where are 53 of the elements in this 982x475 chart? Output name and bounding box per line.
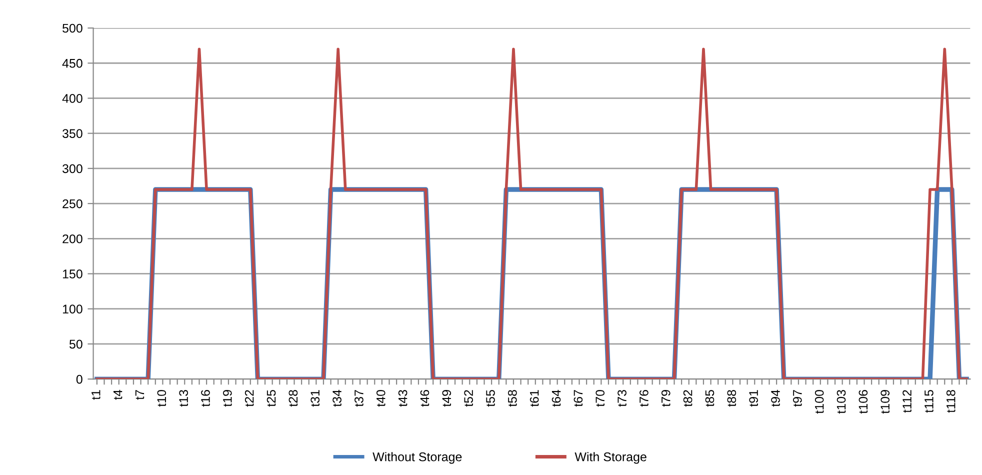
x-tick-label: t1 <box>92 390 100 400</box>
x-tick-label: t118 <box>946 390 956 413</box>
x-tick-label: t58 <box>508 390 517 407</box>
x-tick-label: t73 <box>618 390 626 407</box>
x-tick-label: t76 <box>640 390 648 407</box>
x-tick-label: t55 <box>486 390 495 407</box>
x-tick-label: t97 <box>792 390 802 407</box>
y-tick-label: 150 <box>62 270 82 278</box>
x-tick-label: t4 <box>114 390 122 400</box>
x-tick-label: t52 <box>464 390 473 407</box>
x-tick-label: t49 <box>442 390 452 407</box>
x-tick-label: t67 <box>574 390 583 407</box>
y-tick-label: 200 <box>62 234 82 244</box>
x-tick-label: t37 <box>354 390 364 407</box>
y-tick-label: 300 <box>62 164 82 174</box>
y-tick-label: 250 <box>62 199 82 208</box>
x-tick-label: t7 <box>135 390 144 400</box>
x-tick-label: t19 <box>222 390 232 407</box>
y-tick-label: 400 <box>62 94 82 103</box>
x-tick-label: t13 <box>179 390 188 407</box>
x-tick-label: t16 <box>201 390 210 407</box>
x-tick-label: t103 <box>836 390 846 414</box>
x-tick-label: t85 <box>705 390 714 407</box>
x-tick-label: t25 <box>266 390 276 407</box>
legend-label: With Storage <box>574 452 646 464</box>
y-tick-label: 100 <box>62 304 82 314</box>
x-tick-label: t61 <box>530 390 539 407</box>
x-tick-label: t91 <box>749 390 758 407</box>
y-tick-label: 0 <box>76 374 82 384</box>
x-tick-label: t82 <box>683 390 692 407</box>
x-tick-label: t70 <box>596 390 605 407</box>
x-tick-label: t28 <box>288 390 298 407</box>
x-tick-label: t22 <box>244 390 254 407</box>
x-tick-label: t100 <box>814 390 824 414</box>
x-tick-label: t46 <box>420 390 430 407</box>
x-tick-label: t10 <box>157 390 166 407</box>
x-tick-label: t64 <box>552 390 561 407</box>
x-tick-label: t79 <box>661 390 670 407</box>
y-tick-label: 500 <box>62 24 82 33</box>
legend-label: Without Storage <box>372 452 462 464</box>
x-tick-label: t109 <box>880 390 890 414</box>
y-tick-label: 50 <box>69 340 82 349</box>
y-tick-label: 350 <box>62 129 82 138</box>
x-tick-label: t115 <box>924 390 934 413</box>
x-tick-label: t34 <box>332 390 342 407</box>
x-tick-label: t31 <box>310 390 320 407</box>
x-tick-label: t43 <box>398 390 408 407</box>
x-tick-label: t40 <box>376 390 386 407</box>
y-tick-label: 450 <box>62 58 82 68</box>
x-tick-label: t94 <box>771 390 780 407</box>
x-tick-label: t88 <box>727 390 736 407</box>
x-tick-label: t106 <box>858 390 868 414</box>
x-tick-label: t112 <box>902 390 912 413</box>
